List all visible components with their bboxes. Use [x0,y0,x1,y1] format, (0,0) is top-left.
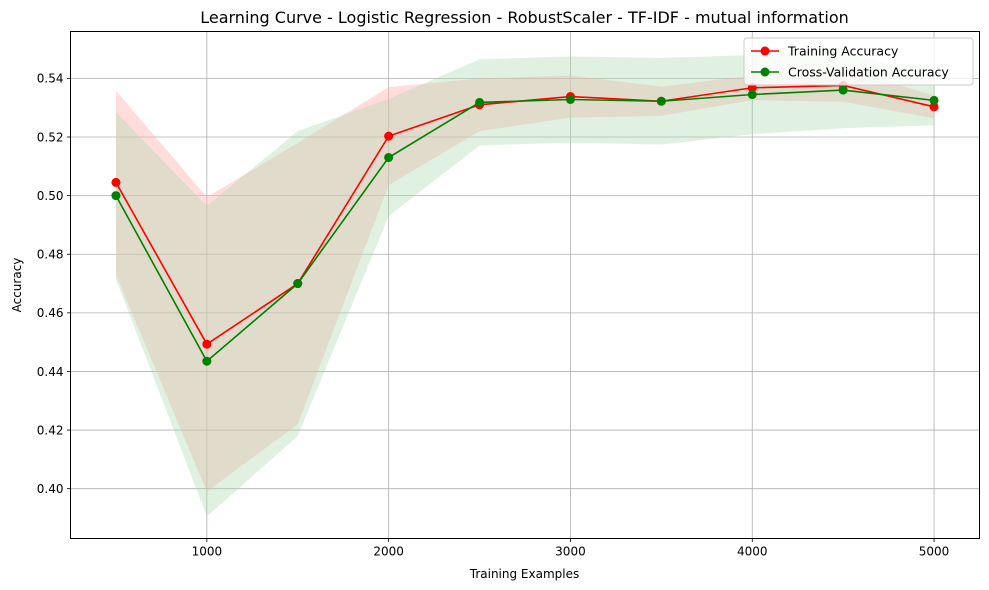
y-tick-label: 0.52 [37,130,64,144]
cross-validation-accuracy-band [115,52,935,517]
confidence-bands [115,52,935,517]
plot-frame [70,31,980,539]
cross-validation-accuracy-point [293,279,303,289]
training-accuracy-point [202,339,212,349]
legend-marker-cv [760,67,770,77]
legend: Training Accuracy Cross-Validation Accur… [743,37,974,86]
training-accuracy-point [111,177,121,187]
series-lines [115,84,935,363]
x-axis-ticks: 1000 2000 3000 4000 5000 [192,538,950,559]
training-accuracy-point [384,131,394,141]
legend-marker-training [760,46,770,56]
y-tick-label: 0.50 [37,189,64,203]
y-tick-label: 0.46 [37,306,64,320]
y-axis-title: Accuracy [10,258,24,313]
y-tick-label: 0.44 [37,365,64,379]
cross-validation-accuracy-point [202,356,212,366]
legend-label-training: Training Accuracy [787,44,899,59]
y-tick-label: 0.48 [37,248,64,262]
chart-title: Learning Curve - Logistic Regression - R… [200,8,849,27]
cross-validation-accuracy-point [475,97,485,107]
x-tick-label: 5000 [919,545,950,559]
x-axis-title: Training Examples [469,567,579,581]
training-accuracy-band [115,69,935,492]
y-axis-ticks: 0.40 0.42 0.44 0.46 0.48 0.50 0.52 0.54 [37,72,71,496]
x-tick-label: 3000 [555,545,586,559]
x-tick-label: 4000 [737,545,768,559]
x-tick-label: 1000 [192,545,223,559]
cross-validation-accuracy-line [115,89,935,363]
legend-label-cv: Cross-Validation Accuracy [788,65,949,80]
training-accuracy-point [929,102,939,112]
y-tick-label: 0.54 [37,72,64,86]
cross-validation-accuracy-point [656,96,666,106]
y-tick-label: 0.42 [37,423,64,437]
cross-validation-accuracy-point [747,90,757,100]
cross-validation-accuracy-point [111,191,121,201]
grid [70,31,980,539]
cross-validation-accuracy-point [838,85,848,95]
y-tick-label: 0.40 [37,482,64,496]
training-accuracy-point [747,83,757,93]
cross-validation-accuracy-point [929,95,939,105]
series-points [111,80,939,366]
cross-validation-accuracy-point [565,94,575,104]
x-tick-label: 2000 [373,545,404,559]
legend-box [743,37,974,86]
cross-validation-accuracy-point [384,153,394,163]
